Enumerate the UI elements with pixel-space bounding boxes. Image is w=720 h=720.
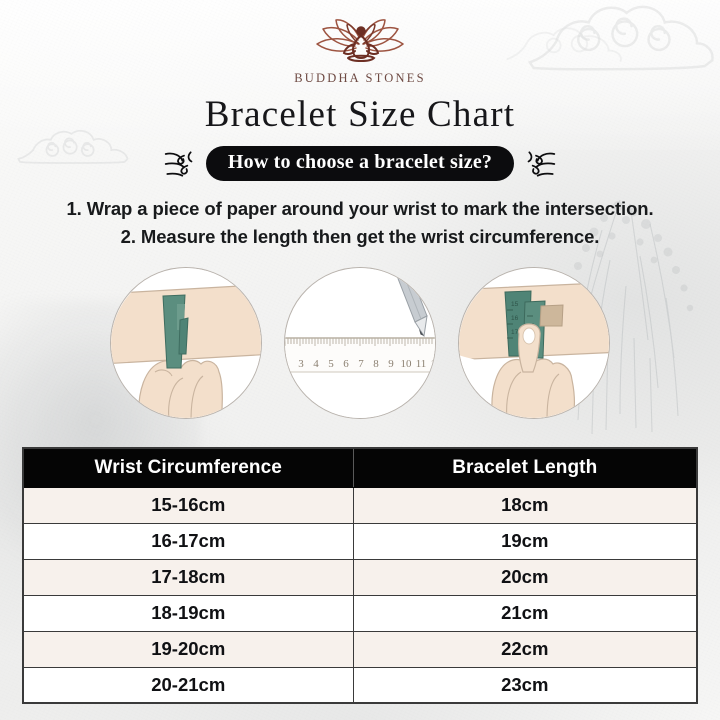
ruler-tick-label: 7 <box>358 358 364 370</box>
table-row: 19-20cm 22cm <box>22 630 698 668</box>
bracelet-size-table: Wrist Circumference Bracelet Length 15-1… <box>22 447 698 704</box>
table-row: 15-16cm 18cm <box>22 486 698 524</box>
banner-row: How to choose a bracelet size? <box>0 146 720 181</box>
instructions: 1. Wrap a piece of paper around your wri… <box>0 195 720 251</box>
column-header-wrist-circumference: Wrist Circumference <box>22 447 354 488</box>
svg-text:16: 16 <box>511 315 519 322</box>
ruler-tick-label: 6 <box>343 358 349 370</box>
table-body: 15-16cm 18cm 16-17cm 19cm 17-18cm 20cm 1… <box>22 486 698 704</box>
cloud-scroll-ornament-icon <box>164 150 193 177</box>
svg-text:17: 17 <box>511 329 519 336</box>
ruler-tick-label: 11 <box>416 358 427 370</box>
how-to-choose-banner: How to choose a bracelet size? <box>205 146 515 181</box>
cell-bracelet-length: 22cm <box>352 630 698 668</box>
column-header-bracelet-length: Bracelet Length <box>352 447 698 488</box>
ruler-tick-label: 10 <box>401 358 413 370</box>
cell-bracelet-length: 23cm <box>352 666 698 704</box>
cell-bracelet-length: 20cm <box>352 558 698 596</box>
ruler-tick-label: 5 <box>328 358 334 370</box>
wrist-with-paper-strip-icon <box>111 268 261 419</box>
cloud-scroll-ornament-icon <box>527 150 556 177</box>
cell-wrist-circumference: 16-17cm <box>22 522 354 560</box>
cell-bracelet-length: 19cm <box>352 522 698 560</box>
cell-bracelet-length: 21cm <box>352 594 698 632</box>
brand-logo: BUDDHA STONES <box>0 16 720 86</box>
instruction-step-1: 1. Wrap a piece of paper around your wri… <box>66 198 654 219</box>
ruler-tick-label: 8 <box>373 358 379 370</box>
page-title: Bracelet Size Chart <box>204 94 516 135</box>
lotus-meditation-icon <box>316 19 404 62</box>
table-row: 20-21cm 23cm <box>22 666 698 704</box>
table-row: 18-19cm 21cm <box>22 594 698 632</box>
brand-name: BUDDHA STONES <box>294 71 426 85</box>
ruler-tick-label: 9 <box>388 358 394 370</box>
table-row: 17-18cm 20cm <box>22 558 698 596</box>
cell-wrist-circumference: 20-21cm <box>22 666 354 704</box>
cell-wrist-circumference: 17-18cm <box>22 558 354 596</box>
ruler-tick-label: 3 <box>298 358 304 370</box>
cell-bracelet-length: 18cm <box>352 486 698 524</box>
cell-wrist-circumference: 19-20cm <box>22 630 354 668</box>
illustration-wrap-paper-around-wrist <box>110 267 262 420</box>
table-header-row: Wrist Circumference Bracelet Length <box>22 447 698 488</box>
cell-wrist-circumference: 18-19cm <box>22 594 354 632</box>
instruction-step-2: 2. Measure the length then get the wrist… <box>120 226 600 248</box>
svg-text:15: 15 <box>511 301 519 308</box>
ruler-tick-label: 12 <box>431 358 437 370</box>
ruler-tick-label: 4 <box>313 358 319 370</box>
table-row: 16-17cm 19cm <box>22 522 698 560</box>
page-header: BUDDHA STONES Bracelet Size Chart How to… <box>0 0 720 251</box>
cell-wrist-circumference: 15-16cm <box>22 486 354 524</box>
